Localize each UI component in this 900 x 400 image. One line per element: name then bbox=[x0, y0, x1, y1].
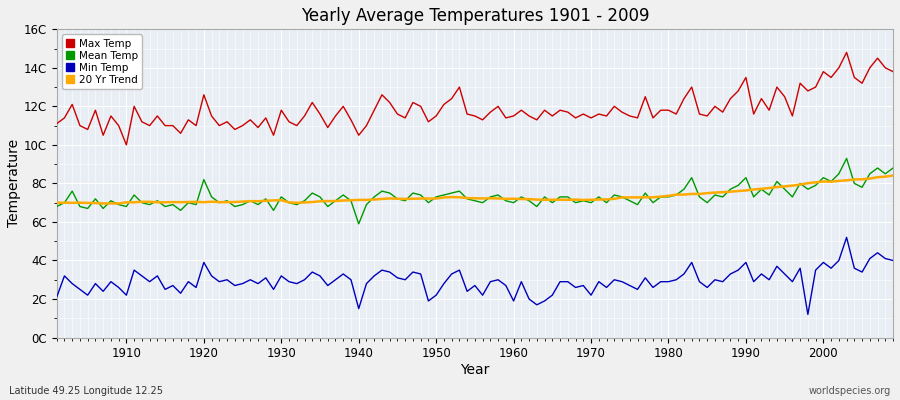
X-axis label: Year: Year bbox=[460, 363, 490, 377]
Legend: Max Temp, Mean Temp, Min Temp, 20 Yr Trend: Max Temp, Mean Temp, Min Temp, 20 Yr Tre… bbox=[62, 34, 142, 89]
Text: worldspecies.org: worldspecies.org bbox=[809, 386, 891, 396]
Y-axis label: Temperature: Temperature bbox=[7, 139, 21, 228]
Text: Latitude 49.25 Longitude 12.25: Latitude 49.25 Longitude 12.25 bbox=[9, 386, 163, 396]
Title: Yearly Average Temperatures 1901 - 2009: Yearly Average Temperatures 1901 - 2009 bbox=[301, 7, 649, 25]
